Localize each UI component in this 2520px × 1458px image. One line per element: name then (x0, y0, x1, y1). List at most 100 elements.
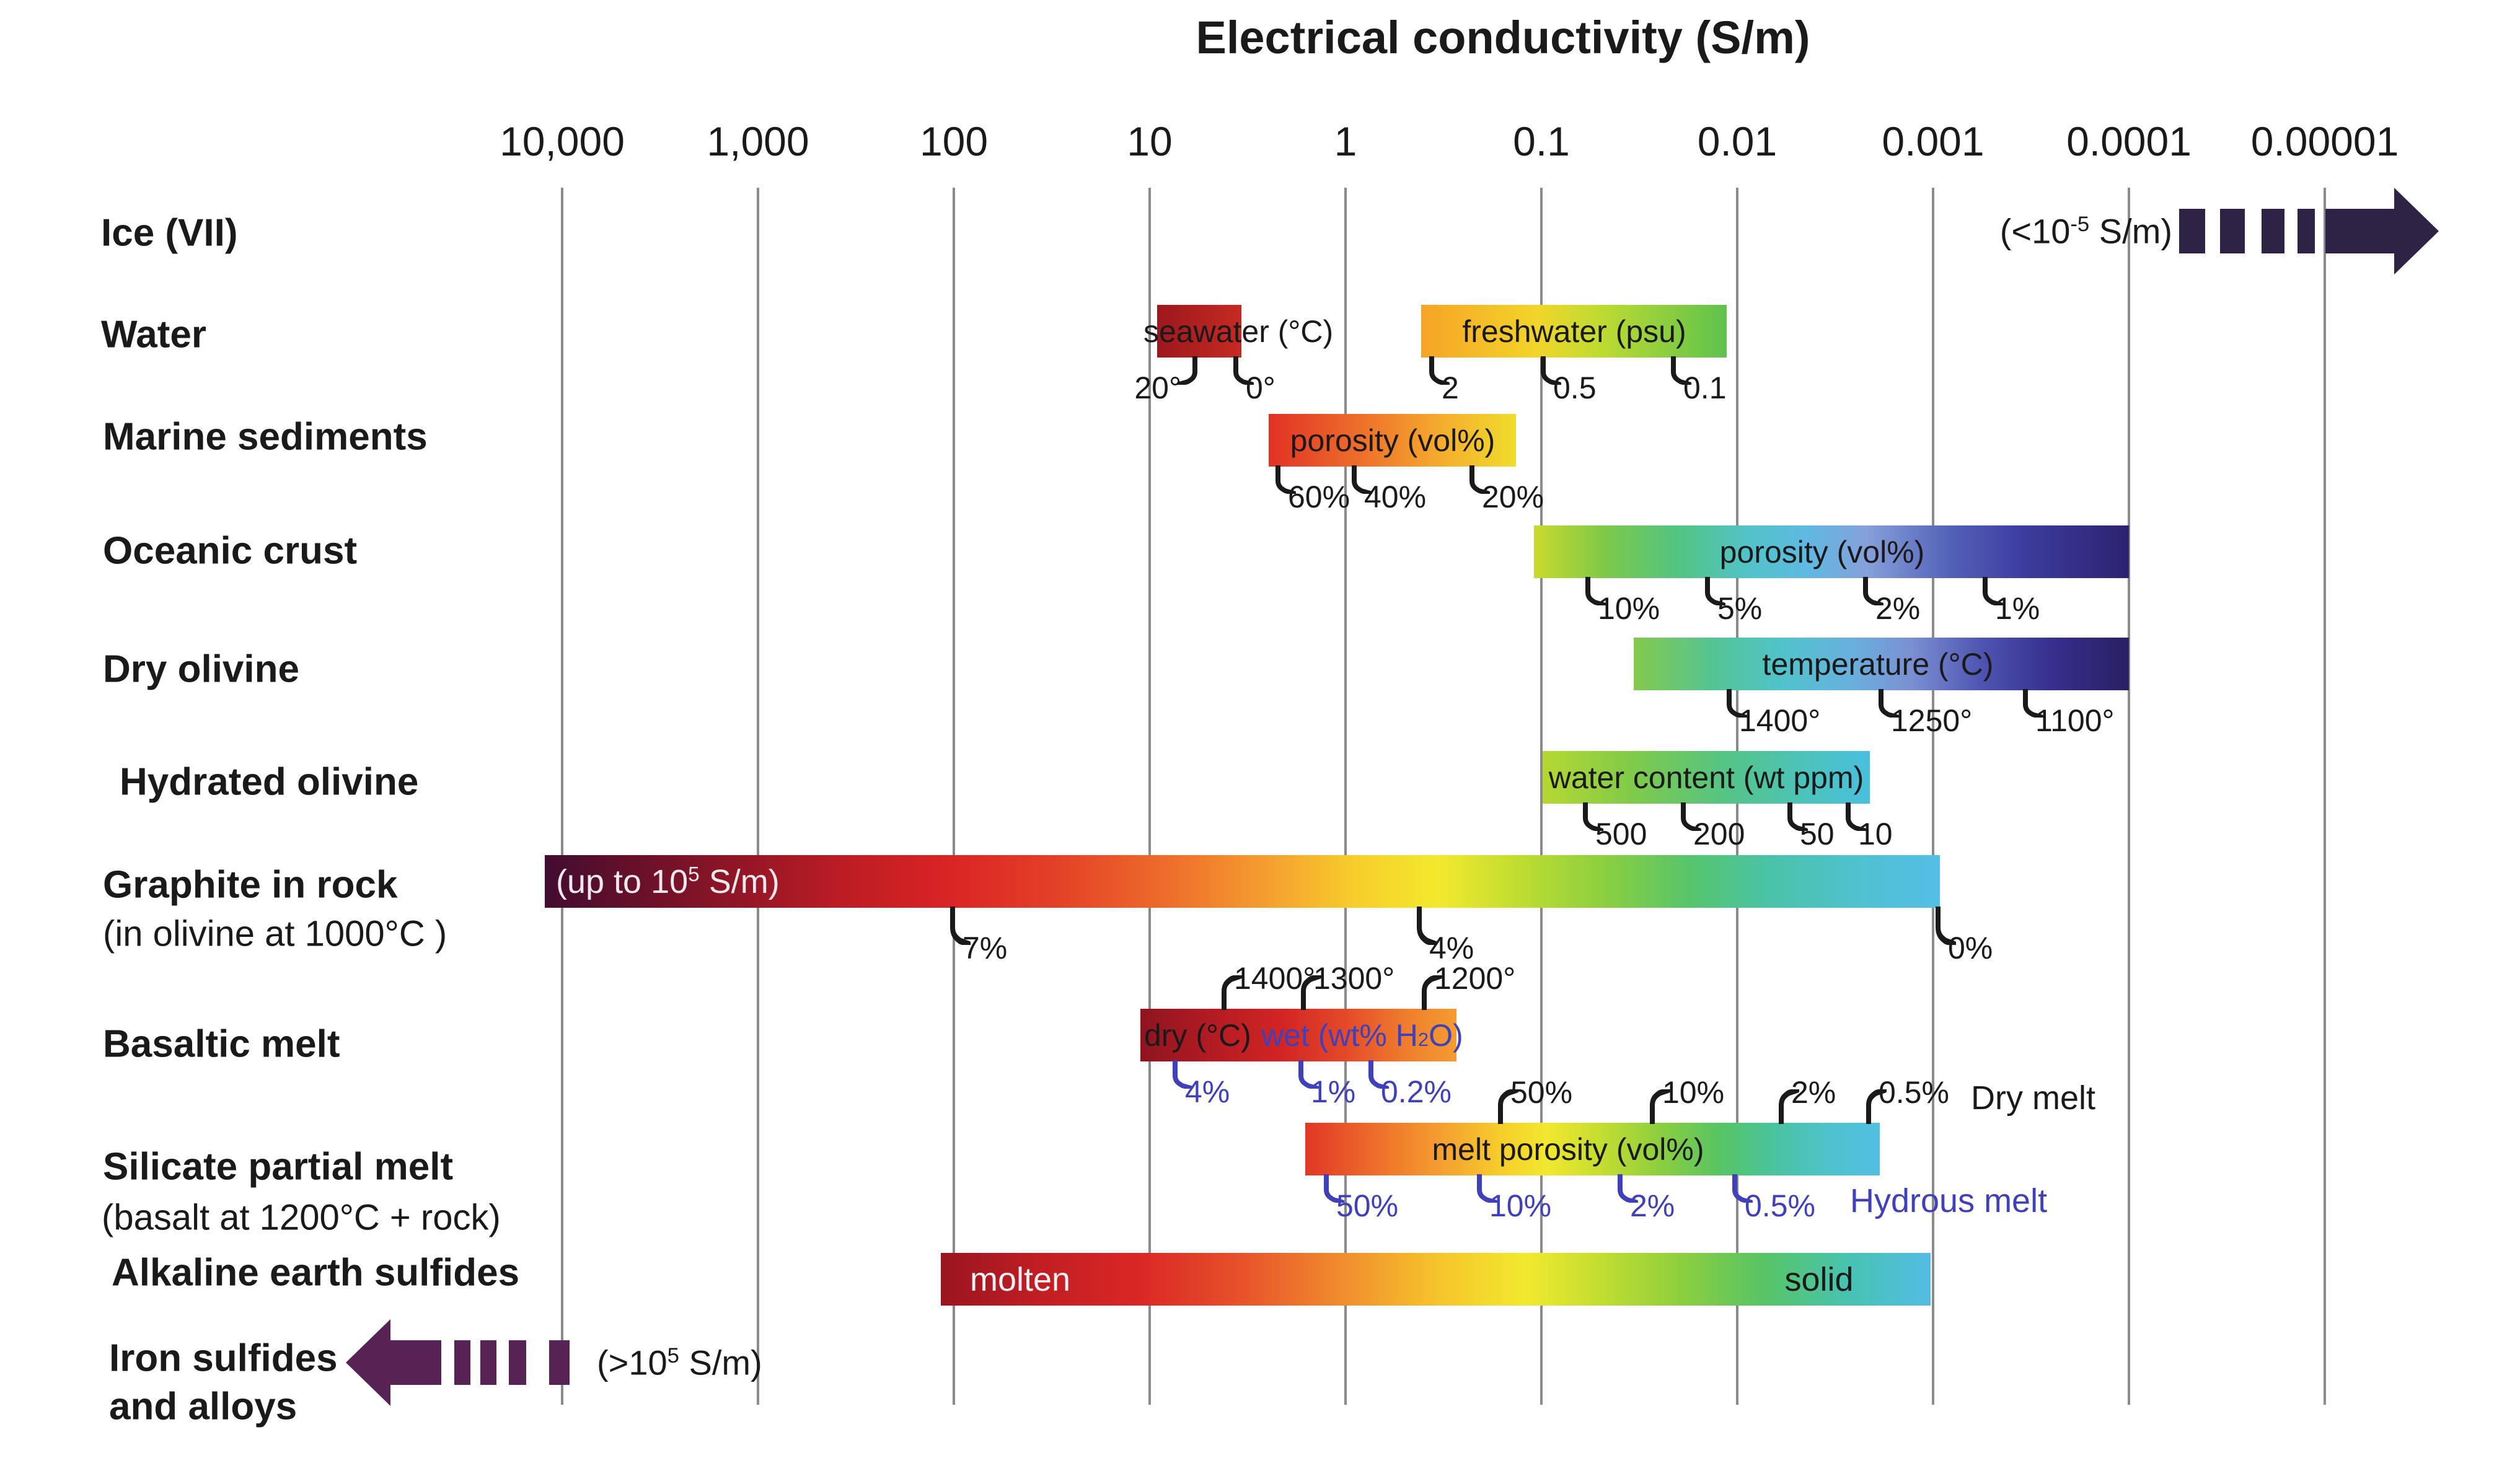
row-label: Iron sulfides (109, 1337, 338, 1380)
tick-hook-icon (1705, 577, 1725, 605)
gridline (2324, 188, 2326, 1405)
gridline (757, 188, 759, 1405)
tick-value-label: 40% (1364, 480, 1427, 514)
axis-tick-label: 1 (1334, 118, 1357, 164)
tick-value-label: 0° (1246, 371, 1275, 405)
tick-value-label: 10% (1489, 1188, 1552, 1223)
bar-graphite (545, 855, 1940, 908)
tick-hook-icon (1498, 1089, 1518, 1124)
bar-label: wet (wt% H2O) (1261, 1017, 1463, 1053)
bar-label: (up to 105 S/m) (556, 863, 780, 900)
bar-porosity (1269, 414, 1516, 467)
tick-hook-icon (1173, 1060, 1193, 1089)
tick-value-label: 50% (1336, 1188, 1399, 1223)
bar-alkaline (941, 1253, 1931, 1306)
arrow-dash (549, 1340, 570, 1385)
arrow-left-icon (346, 1319, 390, 1406)
row-label: Marine sediments (103, 415, 428, 459)
tick-hook-icon (1936, 907, 1956, 945)
tick-value-label: 5% (1717, 591, 1763, 626)
axis-tick-label: 1,000 (707, 118, 809, 164)
tick-value-label: 0.2% (1381, 1074, 1452, 1109)
tick-hook-icon (1671, 356, 1691, 385)
tick-hook-icon (1275, 465, 1296, 494)
tick-hook-icon (1177, 356, 1197, 385)
arrow-dash (2298, 209, 2315, 253)
tick-hook-icon (1650, 1089, 1670, 1124)
bar-label: freshwater (psu) (1462, 314, 1686, 349)
tick-hook-icon (1618, 1174, 1638, 1203)
tick-value-label: 0.5% (1745, 1188, 1815, 1223)
gridline (1540, 188, 1543, 1405)
bar-label: porosity (vol%) (1719, 534, 1925, 569)
arrow-dash (2179, 209, 2205, 253)
tick-value-label: 20° (1134, 371, 1181, 405)
tick-value-label: 50% (1510, 1075, 1573, 1110)
tick-hook-icon (1422, 975, 1442, 1010)
tick-value-label: 1400° (1739, 703, 1821, 738)
gridline (1148, 188, 1151, 1405)
tick-hook-icon (1727, 689, 1747, 718)
bar-freshwater (1421, 305, 1727, 358)
tick-value-label: 50 (1800, 817, 1835, 851)
axis-tick-label: 100 (919, 118, 989, 164)
row-label: Water (101, 313, 206, 356)
tick-hook-icon (1866, 1089, 1887, 1124)
tick-hook-icon (1779, 1089, 1799, 1124)
tick-value-label: 10% (1598, 591, 1660, 626)
tick-hook-icon (1585, 577, 1606, 605)
row-label: Basaltic melt (103, 1022, 340, 1066)
axis-tick-label: 0.1 (1513, 118, 1570, 164)
arrow-body (2325, 209, 2394, 253)
axis-tick-label: 0.01 (1697, 118, 1778, 164)
tick-hook-icon (1352, 465, 1372, 494)
conductivity-note: (>105 S/m) (597, 1343, 762, 1382)
axis-tick-label: 0.001 (1882, 118, 1985, 164)
annotation-label: Dry melt (1971, 1079, 2095, 1117)
tick-hook-icon (950, 907, 971, 945)
bar-label: solid (1784, 1260, 1854, 1298)
bar-label: dry (°C) (1144, 1017, 1251, 1053)
tick-hook-icon (1301, 975, 1321, 1010)
gridline (2128, 188, 2130, 1405)
tick-hook-icon (1298, 1060, 1319, 1089)
bar-water-content (1543, 751, 1870, 804)
row-label: (basalt at 1200°C + rock) (102, 1197, 501, 1238)
tick-value-label: 7% (963, 931, 1008, 965)
tick-hook-icon (1469, 465, 1490, 494)
row-label: Silicate partial melt (103, 1145, 454, 1188)
tick-value-label: 0.5% (1879, 1075, 1949, 1110)
axis-tick-label: 10 (1127, 118, 1173, 164)
bar-label: melt porosity (vol%) (1432, 1131, 1704, 1167)
tick-value-label: 10% (1662, 1075, 1725, 1110)
tick-hook-icon (1429, 356, 1450, 385)
arrow-dash (509, 1340, 526, 1385)
row-label: Ice (VII) (101, 211, 238, 255)
tick-value-label: 60% (1288, 480, 1350, 514)
tick-value-label: 2 (1442, 371, 1459, 405)
bar-label: water content (wt ppm) (1548, 760, 1864, 795)
row-label: Dry olivine (103, 648, 299, 691)
bar-basaltic-melt (1140, 1009, 1456, 1061)
tick-hook-icon (1477, 1174, 1497, 1203)
tick-value-label: 0% (1948, 931, 1993, 965)
tick-value-label: 10 (1858, 817, 1893, 851)
tick-hook-icon (1879, 689, 1899, 718)
bar-melt-porosity (1305, 1123, 1880, 1175)
tick-value-label: 2% (1875, 591, 1921, 626)
arrow-right-icon (2394, 188, 2439, 274)
row-label: and alloys (109, 1385, 297, 1428)
gridline (561, 188, 563, 1405)
tick-value-label: 1% (1311, 1074, 1356, 1109)
bar-label: molten (970, 1260, 1071, 1298)
arrow-dash (2262, 209, 2284, 253)
tick-hook-icon (1983, 577, 2003, 605)
arrow-dash (2220, 209, 2245, 253)
row-label: (in olivine at 1000°C ) (103, 913, 447, 954)
tick-hook-icon (2023, 689, 2043, 718)
arrow-dash (454, 1340, 470, 1385)
annotation-label: Hydrous melt (1850, 1182, 2048, 1219)
tick-hook-icon (1233, 356, 1254, 385)
chart-title: Electrical conductivity (S/m) (1196, 12, 1810, 63)
